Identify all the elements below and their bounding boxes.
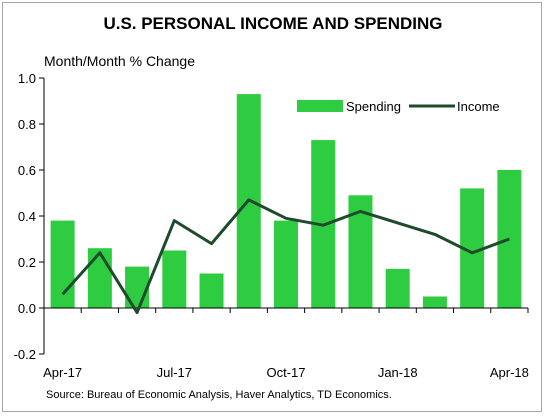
spending-bar [385,268,410,308]
spending-bar [162,250,187,308]
legend-spending-swatch [297,100,343,112]
y-tick-label: 0.2 [18,255,36,270]
spending-bar [50,220,75,308]
y-axis-ticks: 1.0 0.8 0.6 0.4 0.2 0.0 -0.2 [14,71,44,362]
y-tick-label: 0.6 [18,163,36,178]
x-tick-label: Apr-18 [490,365,529,380]
y-axis-label: Month/Month % Change [44,53,195,69]
spending-bar [422,296,447,308]
chart-frame [2,2,542,412]
spending-bar [87,248,112,308]
source-note: Source: Bureau of Economic Analysis, Hav… [46,389,392,401]
legend-spending-label: Spending [346,99,401,114]
y-tick-label: 0.4 [18,209,36,224]
x-tick-label: Jan-18 [378,365,418,380]
x-axis-ticks: Apr-17 Jul-17 Oct-17 Jan-18 Apr-18 [43,308,529,380]
chart-title: U.S. PERSONAL INCOME AND SPENDING [103,14,443,33]
x-tick-label: Apr-17 [43,365,82,380]
income-line [61,198,510,315]
spending-bar [199,273,224,308]
spending-bar [274,220,298,308]
x-tick-label: Jul-17 [157,365,192,380]
legend-income-label: Income [457,99,500,114]
y-tick-label: -0.2 [14,347,36,362]
y-tick-label: 0.0 [18,301,36,316]
spending-bars [50,94,522,308]
x-tick-label: Oct-17 [266,365,305,380]
y-tick-label: 1.0 [18,71,36,86]
spending-bar [497,170,522,308]
legend: Spending Income [297,99,500,114]
y-tick-label: 0.8 [18,117,36,132]
